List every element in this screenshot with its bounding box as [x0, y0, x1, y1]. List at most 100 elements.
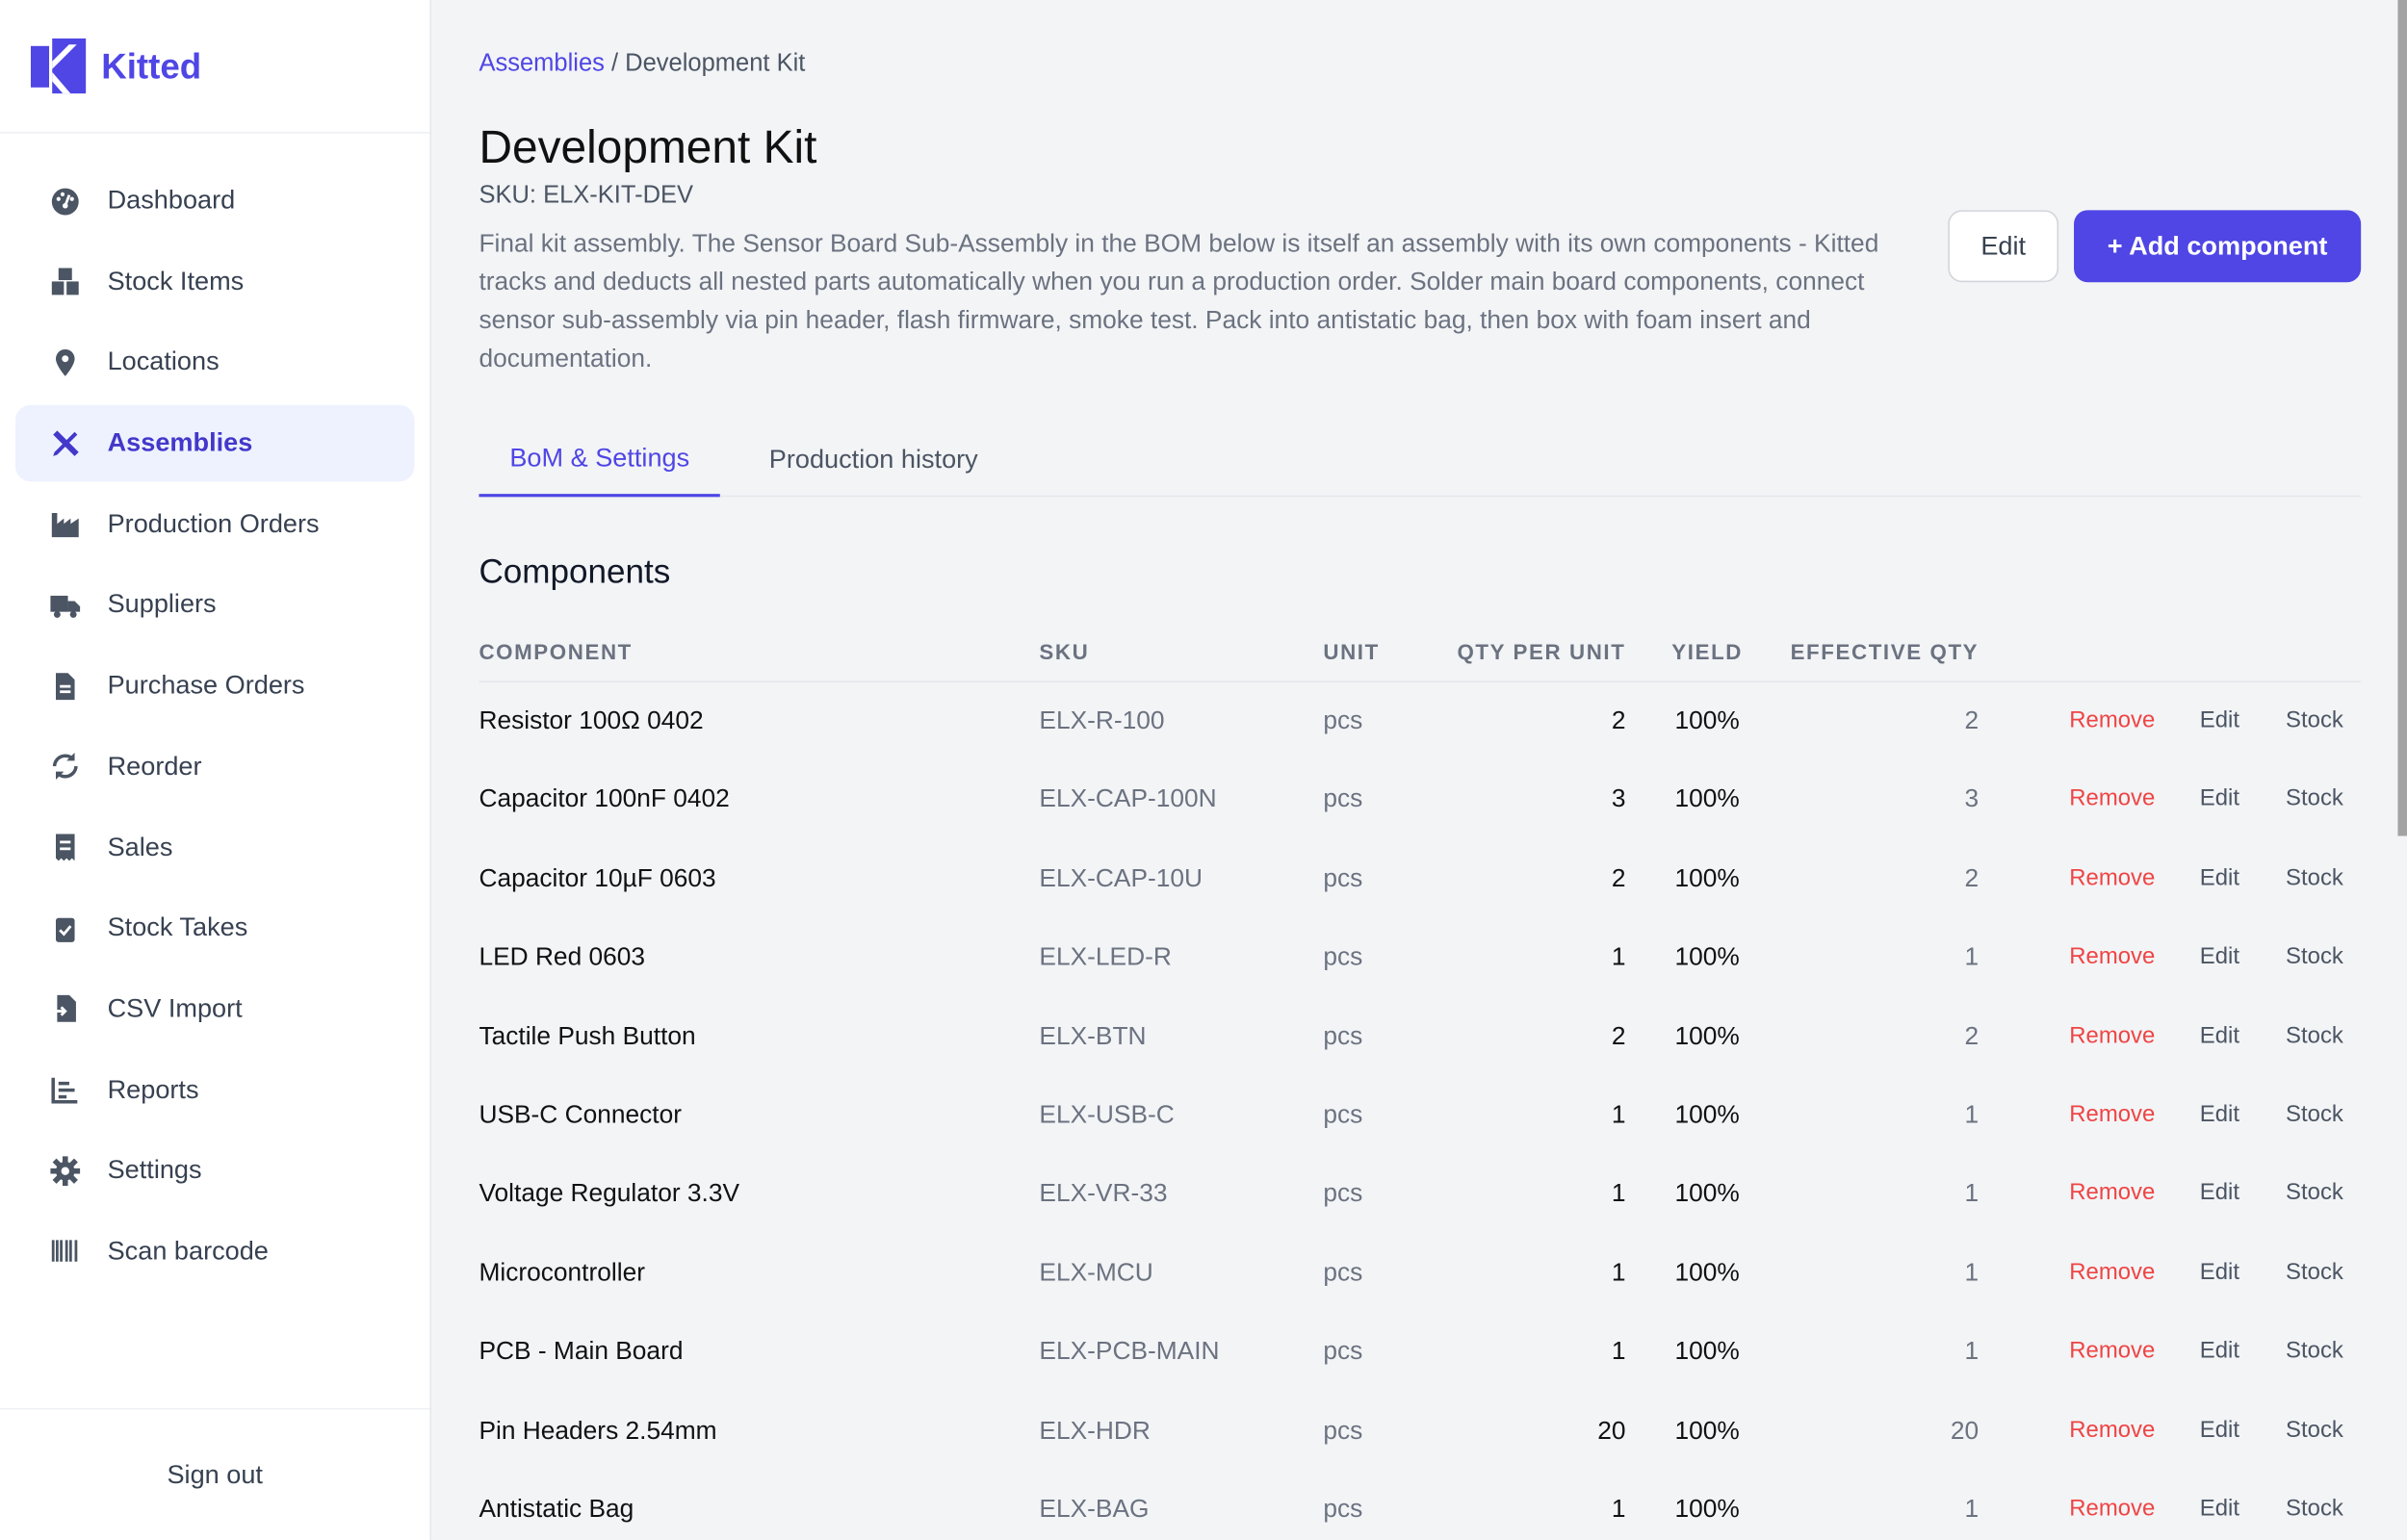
effective-qty: 1	[1964, 1495, 1980, 1524]
remove-button[interactable]: Remove	[2069, 1180, 2156, 1207]
component-sku: ELX-BAG	[1039, 1495, 1150, 1524]
add-component-button[interactable]: + Add component	[2074, 210, 2362, 283]
stock-button[interactable]: Stock	[2286, 1495, 2343, 1522]
remove-button[interactable]: Remove	[2069, 864, 2156, 891]
component-sku: ELX-LED-R	[1039, 943, 1172, 972]
sign-out-button[interactable]: Sign out	[0, 1407, 430, 1540]
edit-row-button[interactable]: Edit	[2199, 943, 2240, 970]
edit-row-button[interactable]: Edit	[2199, 1259, 2240, 1286]
component-sku: ELX-USB-C	[1039, 1101, 1175, 1129]
qty-per-unit: 1	[1611, 1259, 1626, 1287]
sidebar-item-locations[interactable]: Locations	[15, 324, 415, 401]
remove-button[interactable]: Remove	[2069, 1495, 2156, 1522]
stock-button[interactable]: Stock	[2286, 864, 2343, 891]
table-row: Capacitor 100nF 0402 ELX-CAP-100N pcs 3 100%…	[479, 761, 2361, 840]
sidebar-item-csv-import[interactable]: CSV Import	[15, 971, 415, 1048]
yield: 100%	[1674, 1495, 1740, 1524]
remove-button[interactable]: Remove	[2069, 1337, 2156, 1365]
table-row: Tactile Push Button ELX-BTN pcs 2 100% 2 Remov…	[479, 998, 2361, 1077]
qty-per-unit: 1	[1611, 1495, 1626, 1524]
remove-button[interactable]: Remove	[2069, 706, 2156, 733]
effective-qty: 1	[1964, 1101, 1980, 1129]
barcode-icon	[51, 1241, 78, 1263]
factory-icon	[51, 513, 79, 538]
breadcrumb-assemblies-link[interactable]: Assemblies	[479, 50, 605, 77]
table-row: Microcontroller ELX-MCU pcs 1 100% 1 Remove Edi…	[479, 1235, 2361, 1314]
effective-qty: 2	[1964, 1022, 1980, 1050]
edit-row-button[interactable]: Edit	[2199, 1022, 2240, 1049]
edit-row-button[interactable]: Edit	[2199, 785, 2240, 812]
qty-per-unit: 2	[1611, 864, 1626, 893]
edit-row-button[interactable]: Edit	[2199, 1416, 2240, 1443]
stock-button[interactable]: Stock	[2286, 706, 2343, 733]
component-unit: pcs	[1323, 785, 1363, 814]
yield: 100%	[1674, 1416, 1740, 1445]
gauge-icon	[51, 187, 79, 215]
component-unit: pcs	[1323, 1495, 1363, 1524]
sidebar-item-sales[interactable]: Sales	[15, 809, 415, 886]
tab-bom-settings[interactable]: BoM & Settings	[479, 422, 721, 498]
edit-row-button[interactable]: Edit	[2199, 1180, 2240, 1207]
sidebar-item-production-orders[interactable]: Production Orders	[15, 486, 415, 563]
qty-per-unit: 2	[1611, 706, 1626, 735]
edit-row-button[interactable]: Edit	[2199, 1101, 2240, 1128]
truck-icon	[50, 595, 81, 618]
remove-button[interactable]: Remove	[2069, 1101, 2156, 1128]
sidebar-item-stock-items[interactable]: Stock Items	[15, 244, 415, 321]
tab-production-history[interactable]: Production history	[768, 444, 978, 474]
stock-button[interactable]: Stock	[2286, 1259, 2343, 1286]
sidebar-item-reorder[interactable]: Reorder	[15, 729, 415, 806]
remove-button[interactable]: Remove	[2069, 1416, 2156, 1443]
scrollbar-thumb[interactable]	[2397, 0, 2407, 836]
sidebar-item-label: Scan barcode	[107, 1236, 269, 1266]
receipt-icon	[55, 834, 75, 861]
col-sku: SKU	[1039, 639, 1090, 665]
edit-row-button[interactable]: Edit	[2199, 864, 2240, 891]
sidebar-item-settings[interactable]: Settings	[15, 1132, 415, 1209]
component-unit: pcs	[1323, 1101, 1363, 1129]
edit-row-button[interactable]: Edit	[2199, 706, 2240, 733]
qty-per-unit: 1	[1611, 1101, 1626, 1129]
edit-row-button[interactable]: Edit	[2199, 1495, 2240, 1522]
sidebar-item-stock-takes[interactable]: Stock Takes	[15, 890, 415, 967]
sidebar-item-suppliers[interactable]: Suppliers	[15, 567, 415, 644]
stock-button[interactable]: Stock	[2286, 1101, 2343, 1128]
component-name: PCB - Main Board	[479, 1337, 684, 1366]
stock-button[interactable]: Stock	[2286, 943, 2343, 970]
sidebar-item-label: Reorder	[107, 751, 202, 781]
file-import-icon	[51, 995, 76, 1023]
edit-button[interactable]: Edit	[1948, 210, 2059, 283]
component-unit: pcs	[1323, 864, 1363, 893]
sidebar-item-assemblies[interactable]: Assemblies	[14, 404, 415, 482]
refresh-icon	[52, 753, 78, 781]
effective-qty: 20	[1950, 1416, 1980, 1445]
component-sku: ELX-CAP-10U	[1039, 864, 1204, 893]
remove-button[interactable]: Remove	[2069, 785, 2156, 812]
effective-qty: 1	[1964, 1259, 1980, 1287]
yield: 100%	[1674, 1180, 1740, 1208]
remove-button[interactable]: Remove	[2069, 1259, 2156, 1286]
sidebar-item-reports[interactable]: Reports	[15, 1052, 415, 1129]
sidebar-item-purchase-orders[interactable]: Purchase Orders	[15, 648, 415, 725]
table-row: Capacitor 10µF 0603 ELX-CAP-10U pcs 2 100% 2 R…	[479, 840, 2361, 919]
stock-button[interactable]: Stock	[2286, 1337, 2343, 1365]
logo[interactable]: Kitted	[0, 0, 430, 134]
tabs: BoM & Settings Production history	[479, 422, 2362, 498]
stock-button[interactable]: Stock	[2286, 1180, 2343, 1207]
sidebar-item-label: Suppliers	[107, 589, 217, 619]
sidebar-item-label: CSV Import	[107, 993, 243, 1023]
sidebar-item-label: Dashboard	[107, 185, 236, 216]
stock-button[interactable]: Stock	[2286, 1416, 2343, 1443]
stock-button[interactable]: Stock	[2286, 1022, 2343, 1049]
component-unit: pcs	[1323, 1022, 1363, 1050]
sidebar-item-dashboard[interactable]: Dashboard	[15, 163, 415, 240]
remove-button[interactable]: Remove	[2069, 943, 2156, 970]
sidebar: Kitted Dashboard Stock Items Locations Asse…	[0, 0, 432, 1540]
assembly-sku: SKU: ELX-KIT-DEV	[479, 182, 694, 209]
sidebar-item-scan-barcode[interactable]: Scan barcode	[15, 1213, 415, 1290]
edit-row-button[interactable]: Edit	[2199, 1337, 2240, 1365]
sidebar-item-label: Production Orders	[107, 508, 320, 538]
stock-button[interactable]: Stock	[2286, 785, 2343, 812]
remove-button[interactable]: Remove	[2069, 1022, 2156, 1049]
component-sku: ELX-R-100	[1039, 706, 1165, 735]
